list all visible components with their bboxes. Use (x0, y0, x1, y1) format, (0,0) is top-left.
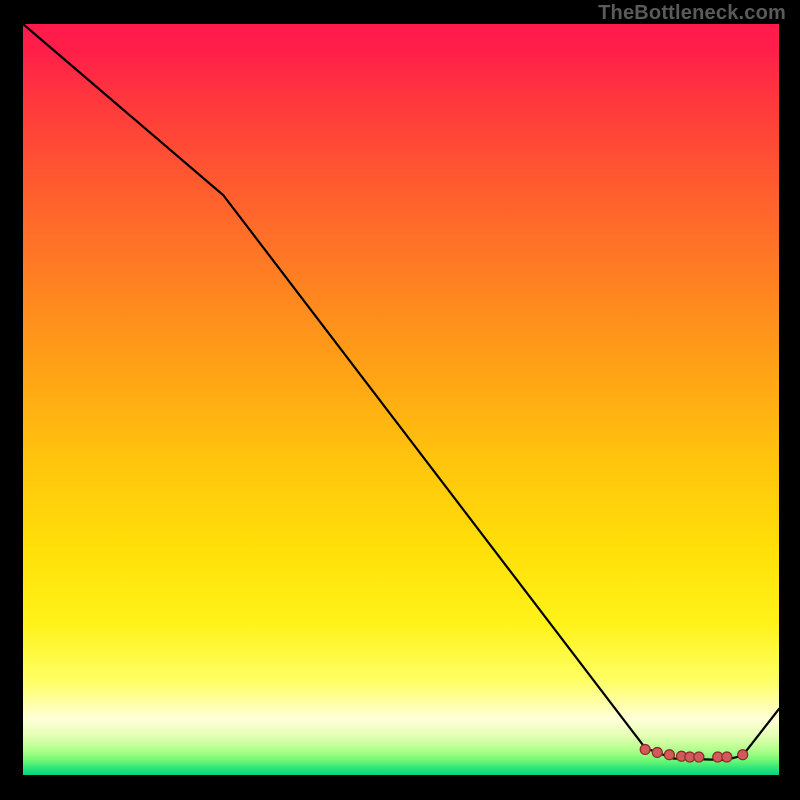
chart-container: TheBottleneck.com (0, 0, 800, 800)
marker-point (652, 747, 662, 757)
marker-point (664, 750, 674, 760)
marker-point (722, 752, 732, 762)
marker-point (640, 744, 650, 754)
marker-point (694, 752, 704, 762)
chart-svg (0, 0, 800, 800)
watermark-text: TheBottleneck.com (598, 2, 786, 25)
marker-point (738, 750, 748, 760)
plot-background (23, 24, 779, 775)
